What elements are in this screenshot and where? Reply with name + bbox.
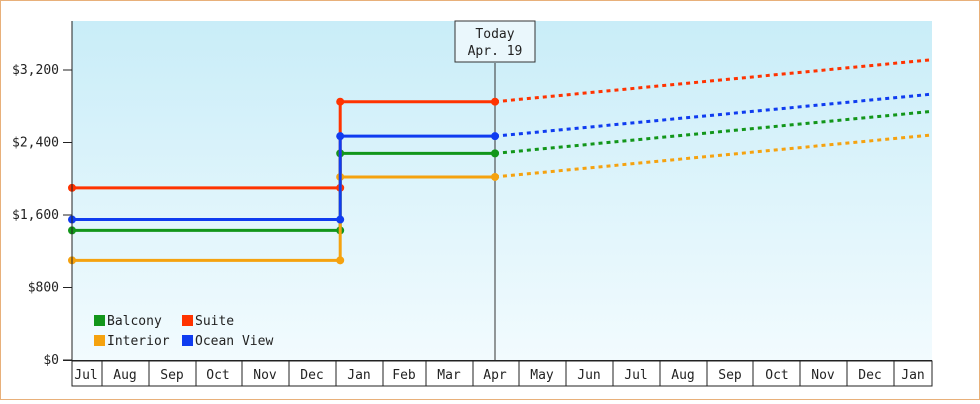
legend-label-interior: Interior: [107, 334, 170, 349]
series-point-balcony: [491, 149, 499, 158]
month-label: Oct: [206, 368, 229, 383]
y-tick-label: $2,400: [12, 136, 59, 151]
month-label: Feb: [392, 368, 416, 383]
month-label: Sep: [160, 368, 184, 383]
series-point-suite: [336, 97, 345, 106]
series-point-interior: [491, 172, 499, 181]
month-axis: Jul Aug Sep Oct Nov Dec Jan Feb Mar Apr May Jun Jul A…: [71, 360, 933, 387]
legend: Balcony Suite Interior Ocean View: [94, 314, 273, 349]
today-box: [454, 20, 536, 63]
today-marker: Today Apr. 19: [454, 20, 536, 360]
series-projection-ocean-view: [494, 92, 933, 138]
today-title: Today: [475, 27, 514, 42]
legend-swatch-balcony: [94, 315, 105, 326]
series-group: [68, 58, 933, 265]
today-date: Apr. 19: [468, 44, 523, 59]
y-tick-label: $800: [28, 281, 59, 296]
month-label: May: [530, 368, 554, 383]
y-axis: $0 $800 $1,600 $2,400 $3,200: [12, 63, 72, 368]
month-label: Sep: [718, 368, 742, 383]
month-label: Jan: [901, 368, 924, 383]
legend-swatch-ocean-view: [182, 335, 193, 346]
month-label: Jul: [74, 368, 97, 383]
month-label: Apr: [483, 368, 507, 383]
y-tick-label: $0: [43, 353, 59, 368]
legend-label-suite: Suite: [195, 314, 234, 329]
month-label: Dec: [300, 368, 323, 383]
series-point-interior: [336, 256, 345, 265]
y-tick-label: $3,200: [12, 63, 59, 78]
series-point-suite: [491, 97, 499, 106]
legend-swatch-suite: [182, 315, 193, 326]
legend-label-balcony: Balcony: [107, 314, 162, 329]
month-label: Jul: [624, 368, 647, 383]
y-tick-label: $1,600: [12, 208, 59, 223]
series-projection-suite: [494, 58, 933, 104]
month-label: Jan: [347, 368, 370, 383]
month-label: Jun: [577, 368, 600, 383]
month-label: Nov: [811, 368, 835, 383]
plot-area: [72, 21, 932, 360]
month-axis-band: [71, 360, 933, 387]
legend-swatch-interior: [94, 335, 105, 346]
month-label: Dec: [858, 368, 881, 383]
series-point-ocean-view: [491, 132, 499, 141]
series-projection-interior: [494, 133, 933, 179]
series-projection-balcony: [494, 109, 933, 155]
month-label: Aug: [113, 368, 136, 383]
legend-label-ocean-view: Ocean View: [195, 334, 273, 349]
month-label: Oct: [765, 368, 788, 383]
series-point-ocean-view: [336, 215, 345, 224]
series-line-ocean-view: [72, 134, 495, 222]
series-point-ocean-view: [336, 132, 345, 141]
month-label: Mar: [437, 368, 461, 383]
month-label: Nov: [253, 368, 277, 383]
month-label: Aug: [671, 368, 694, 383]
